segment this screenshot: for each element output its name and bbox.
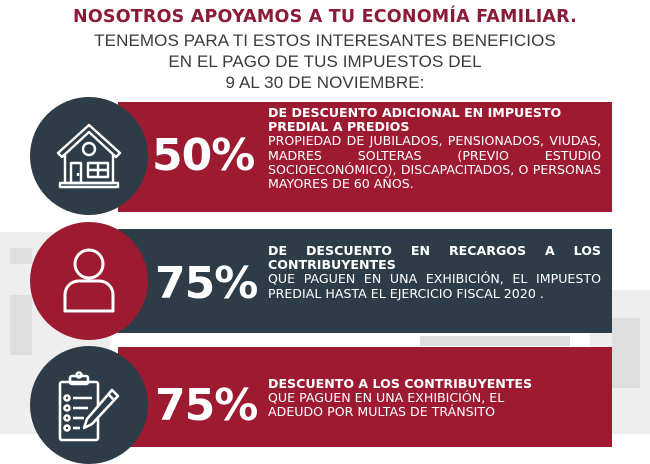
- benefit-3-percent: 75%: [155, 380, 258, 431]
- benefit-1-text: DE DESCUENTO ADICIONAL EN IMPUESTO PREDI…: [268, 105, 601, 192]
- background-window: [10, 248, 32, 264]
- benefit-3-icon-circle: [30, 346, 148, 464]
- benefit-2-text: DE DESCUENTO EN RECARGOS A LOS CONTRIBUY…: [268, 243, 601, 301]
- page-title: NOSOTROS APOYAMOS A TU ECONOMÍA FAMILIAR…: [72, 7, 578, 27]
- clipboard-pencil-icon: [58, 371, 120, 442]
- benefit-1-body: PROPIEDAD DE JUBILADOS, PENSIONADOS, VIU…: [268, 133, 601, 192]
- subtitle-line-2: EN EL PAGO DE TUS IMPUESTOS DEL: [168, 52, 482, 71]
- benefit-1-percent: 50%: [152, 130, 255, 181]
- person-icon: [63, 248, 115, 313]
- benefit-2-body: QUE PAGUEN EN UNA EXHIBICIÓN, EL IMPUEST…: [268, 271, 601, 301]
- benefit-2-heading: DE DESCUENTO EN RECARGOS A LOS CONTRIBUY…: [268, 243, 601, 273]
- benefit-1-heading: DE DESCUENTO ADICIONAL EN IMPUESTO PREDI…: [268, 105, 562, 135]
- house-icon: [56, 123, 122, 189]
- benefit-3-text: DESCUENTO A LOS CONTRIBUYENTES QUE PAGUE…: [268, 376, 601, 420]
- benefit-1-icon-circle: [30, 97, 148, 215]
- benefit-3-band: [118, 347, 612, 447]
- benefit-2-icon-circle: [30, 222, 148, 340]
- subtitle-line-3: 9 AL 30 DE NOVIEMBRE:: [225, 73, 425, 92]
- subtitle-line-1: TENEMOS PARA TI ESTOS INTERESANTES BENEF…: [94, 31, 556, 50]
- background-window: [420, 336, 570, 346]
- benefit-3-body: QUE PAGUEN EN UNA EXHIBICIÓN, EL ADEUDO …: [268, 390, 505, 420]
- background-window: [612, 318, 640, 388]
- benefit-2-percent: 75%: [155, 258, 258, 309]
- benefit-3-heading: DESCUENTO A LOS CONTRIBUYENTES: [268, 376, 533, 391]
- background-window: [10, 295, 32, 355]
- benefit-2-band: [118, 229, 612, 333]
- benefit-1-band: [118, 102, 612, 212]
